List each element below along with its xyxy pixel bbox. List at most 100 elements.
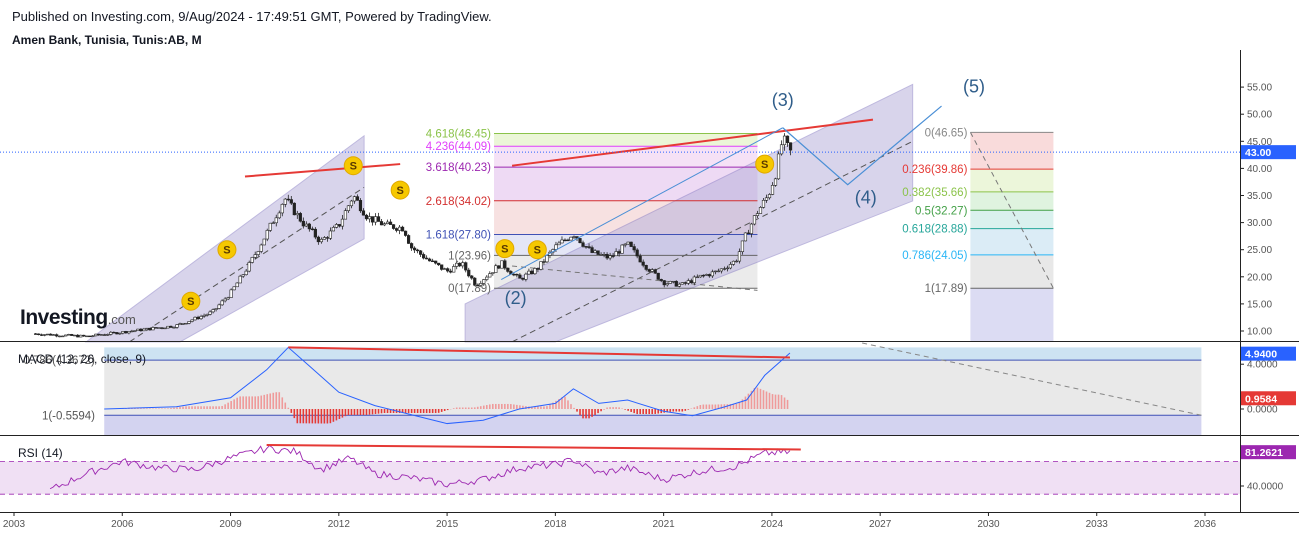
candle-body xyxy=(340,218,345,227)
candle-body xyxy=(479,283,483,286)
candle-body xyxy=(289,199,293,204)
candle-body xyxy=(232,286,236,291)
fib-ret-band xyxy=(970,169,1054,192)
candle-body xyxy=(605,254,609,259)
last-price-badge: 43.00 xyxy=(1245,147,1271,159)
candle-body xyxy=(403,230,408,236)
candle-body xyxy=(743,232,748,242)
y-tick-label: 25.00 xyxy=(1247,245,1272,256)
candle-body xyxy=(175,324,179,328)
fib-ret-trend xyxy=(969,132,1054,289)
s-marker xyxy=(343,156,363,176)
candle-body xyxy=(238,275,242,284)
wave-label: (5) xyxy=(963,77,985,97)
candle-body xyxy=(46,333,50,336)
x-tick-label: 2030 xyxy=(977,519,1000,530)
candle-body xyxy=(626,241,630,245)
x-tick-label: 2018 xyxy=(544,519,567,530)
candle-body xyxy=(316,236,320,243)
candle-body xyxy=(458,262,462,267)
fib-ext-label: 4.618(46.45) xyxy=(426,128,491,140)
s-marker-label: S xyxy=(761,159,768,171)
candle-body xyxy=(491,272,495,274)
candle-body xyxy=(596,250,600,255)
candle-body xyxy=(310,228,314,230)
candle-body xyxy=(160,327,164,329)
y-tick-label: 15.00 xyxy=(1247,299,1272,310)
candle-body xyxy=(656,272,660,280)
candle-body xyxy=(560,239,564,244)
candle-body xyxy=(298,213,302,222)
candle-body xyxy=(196,316,200,320)
candle-body xyxy=(602,254,606,256)
candle-body xyxy=(154,327,158,329)
macd-pane-title[interactable]: MACD (12, 26, close, 9) xyxy=(18,352,147,366)
candle-body xyxy=(367,216,372,220)
candle-body xyxy=(455,262,459,267)
candle-body xyxy=(235,282,239,288)
candle-body xyxy=(343,210,348,220)
candle-body xyxy=(698,274,702,278)
candle-body xyxy=(740,240,745,253)
candle-body xyxy=(325,237,329,239)
candle-body xyxy=(136,328,140,331)
candle-body xyxy=(659,279,663,281)
fib-ret-band xyxy=(970,288,1054,341)
candle-body xyxy=(337,224,342,227)
candle-body xyxy=(163,327,167,330)
candle-body xyxy=(749,223,754,234)
candle-body xyxy=(500,260,504,269)
investing-logo: Investing.com xyxy=(20,306,136,330)
candle-body xyxy=(151,327,155,331)
y-tick-label: 30.00 xyxy=(1247,218,1272,229)
candle-body xyxy=(217,304,221,309)
candle-body xyxy=(686,280,690,284)
candle-body xyxy=(199,316,203,320)
candle-body xyxy=(280,204,284,214)
candle-body xyxy=(428,258,432,262)
candle-body xyxy=(650,269,654,272)
macd-trend-dash xyxy=(862,342,1202,416)
candle-body xyxy=(100,334,104,336)
candle-body xyxy=(169,325,173,328)
candle-body xyxy=(394,228,399,231)
published-note: Published on Investing.com, 9/Aug/2024 -… xyxy=(12,9,492,24)
fib-ext-label: 1(23.96) xyxy=(448,250,491,262)
candle-body xyxy=(680,282,684,285)
candle-body xyxy=(449,270,453,273)
candle-body xyxy=(265,230,269,240)
resistance-line-1 xyxy=(244,163,401,178)
candle-body xyxy=(88,335,92,338)
candle-body xyxy=(166,325,170,329)
candle-body xyxy=(695,276,699,279)
candle-body xyxy=(554,244,558,250)
fib-ext-label: 4.236(44.09) xyxy=(426,141,491,153)
candle-body xyxy=(91,335,95,337)
candle-body xyxy=(277,212,281,219)
candle-body xyxy=(644,265,648,270)
fib-ret-band xyxy=(970,132,1054,170)
logo-main: Investing xyxy=(20,306,108,329)
candle-body xyxy=(497,265,501,269)
candle-body xyxy=(722,268,726,270)
candle-body xyxy=(49,333,53,336)
resistance-line-2 xyxy=(511,118,874,167)
rsi-pane-title[interactable]: RSI (14) xyxy=(18,446,63,460)
candle-body xyxy=(250,257,254,263)
candle-body xyxy=(373,216,378,223)
symbol-title: Amen Bank, Tunisia, Tunis:AB, M xyxy=(12,33,202,47)
candle-body xyxy=(118,332,122,335)
x-tick-label: 2012 xyxy=(328,519,351,530)
x-tick-label: 2036 xyxy=(1194,519,1217,530)
candle-body xyxy=(761,199,766,208)
candle-body xyxy=(184,322,188,325)
candle-body xyxy=(253,254,257,258)
candle-body xyxy=(187,321,191,324)
rsi-tick-label: 40.0000 xyxy=(1247,482,1284,493)
rsi-badge-bg xyxy=(1241,445,1296,460)
candle-body xyxy=(539,261,543,270)
candle-body xyxy=(112,331,116,334)
fib-ret-band xyxy=(970,191,1054,211)
y-tick-label: 50.00 xyxy=(1247,110,1272,121)
candle-body xyxy=(109,331,113,335)
